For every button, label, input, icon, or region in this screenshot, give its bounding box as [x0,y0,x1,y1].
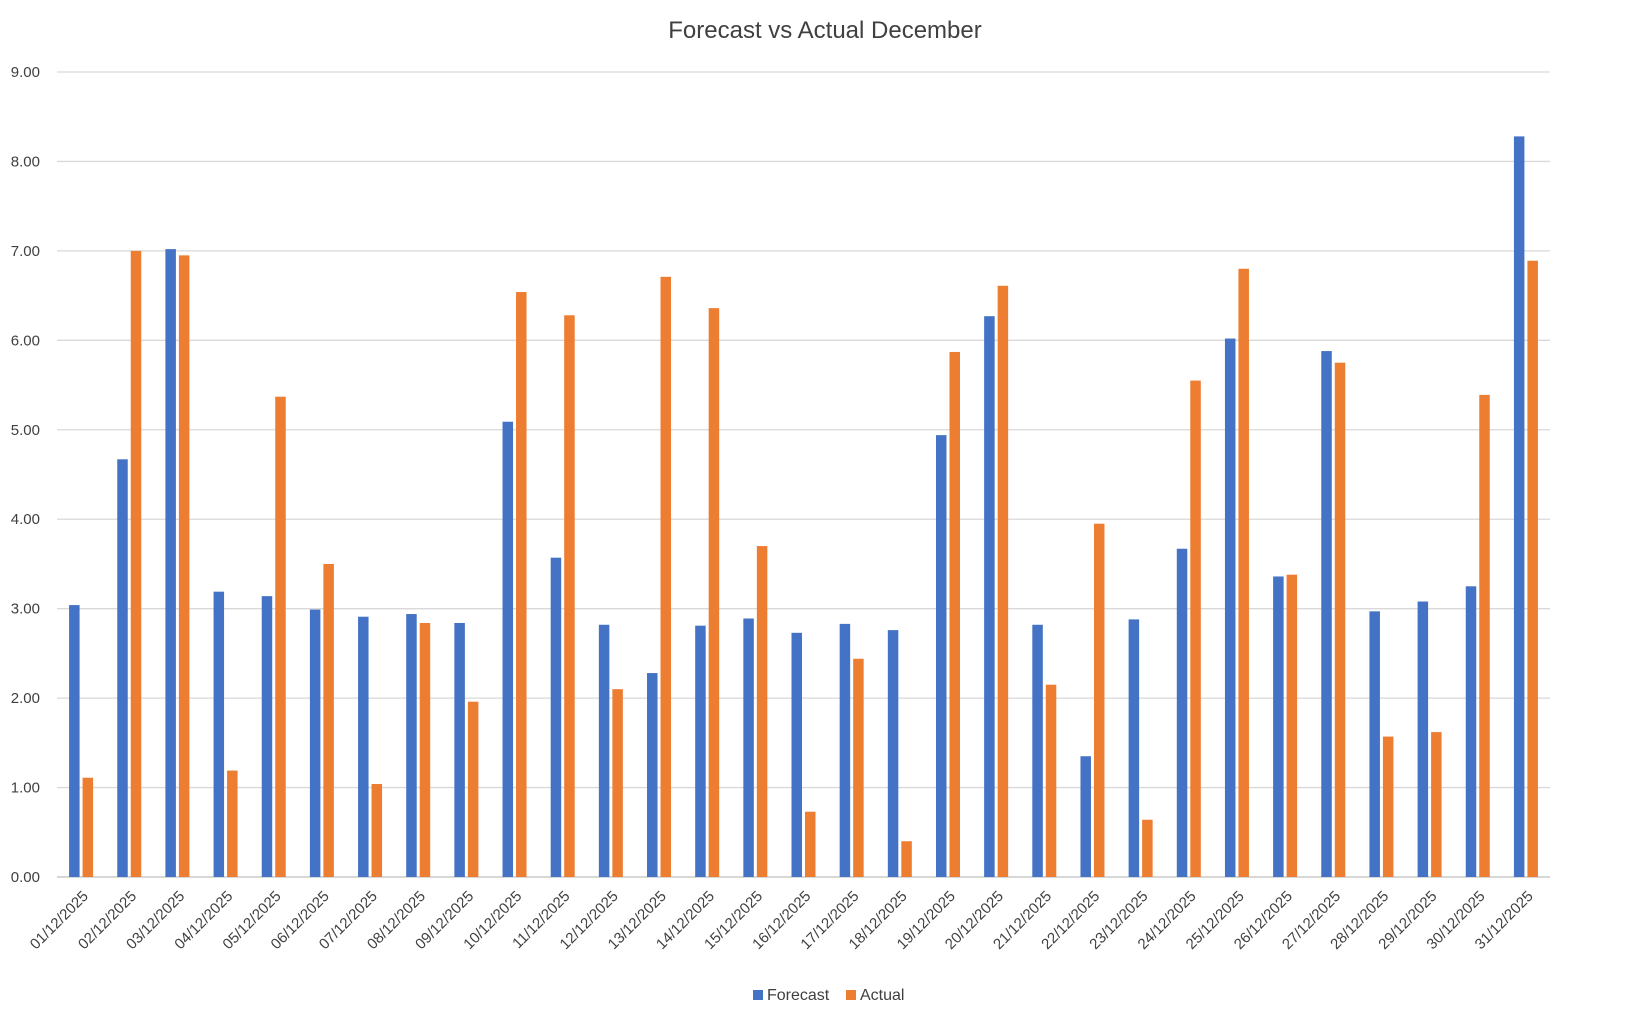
bar-actual [323,563,334,877]
legend-swatch-forecast [753,990,763,1000]
legend-label-actual: Actual [860,987,904,1004]
bar-forecast [887,630,899,877]
bar-forecast [1273,576,1284,877]
bar-actual [1479,394,1490,877]
bar-actual [708,308,720,878]
bar-actual [178,255,190,878]
bar-forecast [743,618,754,877]
bar-actual [1382,736,1394,877]
bar-actual [1142,819,1153,877]
bar-forecast [598,624,610,877]
bar-actual [516,292,527,877]
bar-actual [275,396,286,877]
bar-actual [612,689,623,877]
bar-forecast [502,421,514,877]
bar-actual [853,658,864,877]
bar-actual [1286,574,1298,877]
bar-actual [756,546,768,877]
bar-forecast [839,623,851,877]
bar-forecast [1032,624,1043,877]
bar-actual [1431,732,1442,877]
bar-forecast [1080,756,1091,877]
bar-actual [1190,380,1201,877]
y-tick-label: 9.00 [11,64,40,81]
legend: Forecast Actual [753,987,904,1004]
bar-actual [130,250,142,877]
bar-forecast [69,605,80,877]
bar-actual [901,841,912,877]
y-tick-label: 1.00 [11,780,40,797]
bars [69,136,1538,878]
bar-forecast [358,616,369,877]
bar-actual [467,701,479,877]
bar-forecast [1321,351,1332,878]
bar-forecast [117,459,128,877]
bar-forecast [935,435,947,877]
bar-actual [1093,523,1105,877]
chart-title: Forecast vs Actual December [668,17,981,44]
legend-swatch-actual [846,990,856,1000]
bar-forecast [406,614,417,877]
bar-actual [949,351,960,877]
y-tick-label: 8.00 [11,153,40,170]
bar-forecast [695,625,706,877]
y-tick-label: 4.00 [11,511,40,528]
bar-actual [660,276,672,878]
bar-actual [1045,684,1057,877]
bar-actual [805,811,816,877]
bar-forecast [1513,136,1525,877]
bar-actual [1238,268,1249,877]
legend-label-forecast: Forecast [767,987,830,1004]
bar-forecast [454,622,465,877]
bar-actual [371,783,383,877]
x-axis-ticks: 01/12/202502/12/202503/12/202504/12/2025… [27,888,1537,953]
bar-forecast [647,673,658,877]
gridlines [57,71,1550,878]
y-tick-label: 3.00 [11,601,40,618]
bar-forecast [1369,611,1380,877]
y-tick-label: 2.00 [11,690,40,707]
bar-forecast [1465,586,1477,877]
bar-forecast [791,632,802,877]
y-axis-ticks: 0.00 1.00 2.00 3.00 4.00 5.00 6.00 7.00 8.00 9.00 [11,64,40,886]
y-tick-label: 6.00 [11,332,40,349]
bar-forecast [1176,548,1188,877]
bar-actual [997,285,1009,877]
bar-forecast [165,249,176,878]
bar-forecast [309,609,321,877]
bar-forecast [984,316,995,877]
y-tick-label: 0.00 [11,869,40,886]
bar-actual [564,315,575,877]
bar-actual [82,777,94,877]
bar-actual [1334,362,1346,877]
bar-forecast [261,596,273,877]
bar-forecast [1224,338,1236,877]
bar-forecast [550,557,562,877]
y-tick-label: 5.00 [11,422,40,439]
bar-actual [419,622,431,877]
bar-actual [1527,260,1538,877]
bar-forecast [1417,601,1429,877]
bar-forecast [213,591,225,877]
bar-forecast [1128,619,1140,877]
bar-actual [227,770,238,877]
y-tick-label: 7.00 [11,243,40,260]
